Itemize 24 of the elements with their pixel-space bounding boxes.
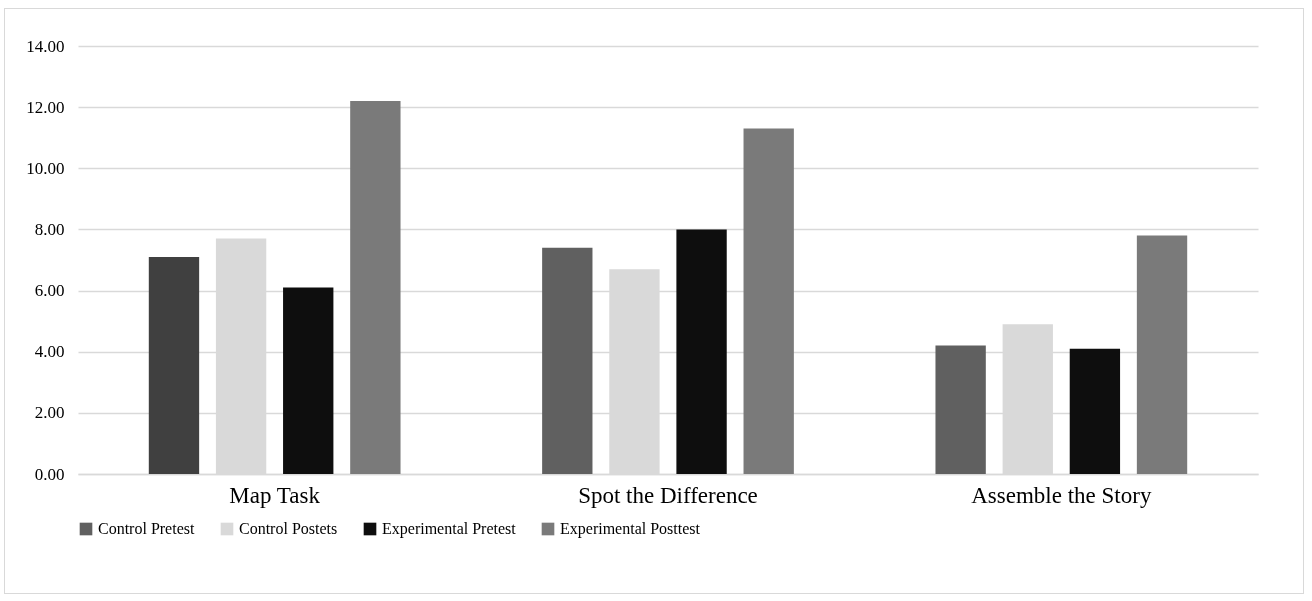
- y-tick-label: 12.00: [26, 97, 65, 117]
- y-tick-label: 8.00: [34, 219, 65, 239]
- bar: [935, 345, 986, 474]
- bar: [1069, 348, 1121, 474]
- x-tick-label: Assemble the Story: [971, 482, 1152, 508]
- bar: [676, 229, 727, 474]
- bar: [542, 247, 593, 474]
- bar: [283, 287, 334, 474]
- bar: [1136, 235, 1188, 474]
- y-tick-label: 0.00: [34, 464, 65, 484]
- legend-label: Control Postets: [239, 520, 338, 537]
- legend-label: Experimental Posttest: [560, 520, 701, 538]
- y-tick-label: 6.00: [34, 281, 65, 301]
- bar: [350, 101, 401, 474]
- y-tick-label: 2.00: [34, 403, 65, 423]
- bar: [743, 128, 794, 474]
- bar: [148, 256, 200, 474]
- y-tick-label: 14.00: [26, 36, 65, 56]
- y-tick-label: 4.00: [34, 342, 65, 362]
- legend-label: Control Pretest: [98, 520, 195, 537]
- x-tick-label: Map Task: [229, 482, 321, 508]
- legend-label: Experimental Pretest: [382, 520, 517, 538]
- y-tick-label: 10.00: [26, 158, 65, 178]
- x-tick-label: Spot the Difference: [578, 482, 758, 508]
